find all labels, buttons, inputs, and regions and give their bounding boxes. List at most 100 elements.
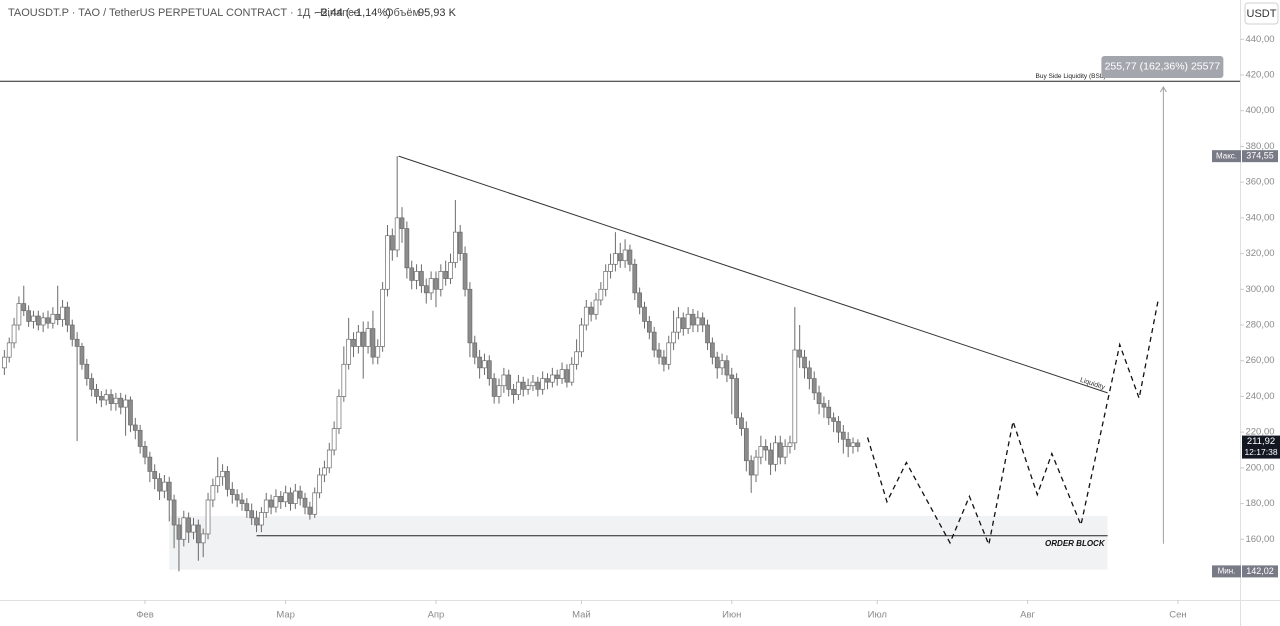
candle-body bbox=[540, 378, 546, 390]
candle-body bbox=[394, 217, 400, 251]
x-tick-label: Июл bbox=[868, 610, 887, 621]
x-tick-label: Май bbox=[572, 610, 591, 621]
candle-body bbox=[259, 512, 264, 526]
candle-body bbox=[535, 381, 541, 390]
measure-label-box bbox=[1101, 55, 1224, 78]
volume-name: Объём bbox=[385, 7, 420, 19]
candle-body bbox=[341, 363, 347, 397]
candle-body bbox=[2, 356, 7, 369]
candle-body bbox=[729, 374, 735, 379]
candle-body bbox=[588, 306, 594, 315]
candle-body bbox=[719, 360, 725, 369]
candle-body bbox=[60, 306, 65, 320]
candle-body bbox=[773, 442, 778, 465]
candle-body bbox=[147, 456, 153, 472]
candle-body bbox=[128, 399, 133, 426]
candle-body bbox=[622, 249, 628, 262]
candle-body bbox=[11, 324, 17, 344]
order-block-label: ORDER BLOCK bbox=[1045, 539, 1106, 548]
candle-body bbox=[200, 533, 206, 544]
y-tick-label: 280,00 bbox=[1245, 320, 1274, 331]
candle-body bbox=[453, 231, 458, 263]
candle-body bbox=[724, 360, 730, 376]
candle-body bbox=[380, 288, 385, 347]
candle-body bbox=[782, 446, 788, 458]
currency-label[interactable]: USDT bbox=[1247, 8, 1277, 20]
candle-body bbox=[516, 381, 521, 395]
candle-body bbox=[671, 331, 676, 344]
candle-body bbox=[850, 442, 856, 447]
candle-body bbox=[108, 394, 114, 404]
candle-body bbox=[496, 385, 502, 397]
candle-body bbox=[152, 471, 158, 479]
candle-body bbox=[608, 263, 613, 272]
candle-body bbox=[836, 421, 841, 433]
x-tick-label: Сен bbox=[1169, 610, 1186, 621]
volume-value: 95,93 K bbox=[418, 7, 457, 19]
candle-body bbox=[676, 317, 681, 333]
candle-body bbox=[739, 417, 744, 429]
candle-body bbox=[123, 399, 128, 408]
candle-body bbox=[132, 424, 138, 431]
candle-body bbox=[273, 496, 279, 508]
candle-body bbox=[457, 231, 463, 254]
y-tick-label: 260,00 bbox=[1245, 355, 1274, 366]
candle-body bbox=[142, 446, 148, 458]
candle-body bbox=[137, 430, 143, 447]
candle-body bbox=[787, 442, 793, 447]
candle-body bbox=[40, 317, 46, 326]
candle-body bbox=[239, 499, 245, 504]
candle-body bbox=[743, 428, 749, 462]
candle-body bbox=[385, 235, 390, 290]
currency-button[interactable] bbox=[1244, 2, 1279, 25]
candle-body bbox=[16, 303, 22, 326]
candle-body bbox=[283, 492, 288, 503]
y-tick-label: 160,00 bbox=[1245, 534, 1274, 545]
candle-body bbox=[802, 356, 807, 369]
y-tick-label: 180,00 bbox=[1245, 498, 1274, 509]
candle-body bbox=[748, 460, 754, 476]
candle-body bbox=[360, 331, 366, 347]
candle-body bbox=[389, 235, 395, 251]
candle-body bbox=[569, 363, 575, 383]
candle-body bbox=[593, 299, 599, 315]
candle-body bbox=[297, 490, 303, 499]
candle-body bbox=[336, 396, 342, 429]
candle-body bbox=[399, 217, 405, 229]
candle-body bbox=[26, 310, 31, 322]
candle-body bbox=[423, 285, 429, 294]
price-tag-value: 142,02 bbox=[1246, 566, 1274, 576]
candle-body bbox=[220, 471, 225, 478]
candle-body bbox=[525, 385, 531, 390]
candle-body bbox=[700, 317, 706, 326]
candle-body bbox=[472, 342, 478, 358]
candle-body bbox=[637, 292, 642, 308]
candle-body bbox=[79, 346, 85, 365]
candle-body bbox=[598, 288, 604, 301]
candle-body bbox=[690, 313, 696, 326]
candle-body bbox=[74, 338, 80, 347]
candle-body bbox=[195, 524, 201, 544]
candle-body bbox=[831, 417, 836, 422]
candle-body bbox=[845, 438, 851, 447]
candle-body bbox=[254, 517, 259, 526]
candle-body bbox=[486, 360, 492, 379]
candle-body bbox=[583, 306, 589, 326]
candle-body bbox=[661, 356, 667, 365]
y-tick-label: 200,00 bbox=[1245, 462, 1274, 473]
candle-body bbox=[482, 360, 487, 369]
candle-body bbox=[205, 499, 211, 535]
candle-body bbox=[69, 324, 75, 340]
y-tick-label: 320,00 bbox=[1245, 248, 1274, 259]
candle-body bbox=[550, 374, 555, 383]
candle-body bbox=[777, 442, 783, 458]
candle-body bbox=[506, 374, 512, 390]
candle-body bbox=[278, 496, 284, 503]
candle-body bbox=[103, 394, 109, 401]
candle-body bbox=[651, 331, 657, 351]
x-tick-label: Фев bbox=[136, 610, 154, 621]
y-tick-label: 340,00 bbox=[1245, 212, 1274, 223]
candle-body bbox=[35, 315, 41, 326]
projection-path bbox=[866, 298, 1160, 547]
candle-body bbox=[603, 271, 609, 290]
